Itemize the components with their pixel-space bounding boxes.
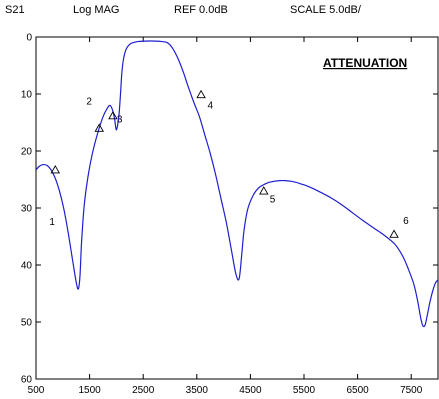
x-tick-label: 6500 bbox=[346, 385, 369, 396]
x-tick-label: 2500 bbox=[132, 385, 155, 396]
y-axis: 0 10 20 30 40 50 60 bbox=[21, 33, 438, 386]
x-tick-label: 4500 bbox=[239, 385, 262, 396]
reference-level: REF 0.0dB bbox=[174, 4, 228, 16]
marker-4-label: 4 bbox=[208, 100, 214, 111]
y-tick-label: 50 bbox=[21, 318, 33, 329]
marker-3-label: 3 bbox=[117, 115, 123, 126]
marker-3-triangle-icon bbox=[108, 110, 118, 120]
scale-per-division: SCALE 5.0dB/ bbox=[290, 4, 361, 16]
y-tick-label: 10 bbox=[21, 90, 33, 101]
plot-frame bbox=[35, 36, 439, 380]
y-tick-label: 40 bbox=[21, 261, 33, 272]
measurement-parameter: S21 bbox=[5, 4, 25, 16]
s21-trace-line bbox=[36, 40, 438, 328]
marker-5-triangle-icon bbox=[259, 186, 269, 195]
marker-6-triangle-icon bbox=[389, 229, 399, 238]
x-axis: 500 1500 2500 3500 4500 5500 6500 7500 bbox=[28, 37, 423, 396]
display-format: Log MAG bbox=[73, 4, 120, 16]
marker-1-triangle-icon bbox=[50, 165, 61, 174]
marker-6-label: 6 bbox=[403, 216, 409, 227]
x-tick-label: 7500 bbox=[400, 385, 423, 396]
y-tick-label: 20 bbox=[21, 147, 33, 158]
marker-group: 1 2 3 4 5 6 bbox=[49, 89, 409, 238]
marker-4-triangle-icon bbox=[196, 89, 206, 99]
attenuation-annotation: ATTENUATION bbox=[323, 56, 407, 70]
y-tick-label: 0 bbox=[26, 33, 32, 44]
y-tick-label: 60 bbox=[21, 375, 33, 386]
marker-1-label: 1 bbox=[49, 217, 55, 228]
x-tick-label: 1500 bbox=[78, 385, 101, 396]
x-tick-label: 5500 bbox=[293, 385, 316, 396]
x-tick-label: 3500 bbox=[186, 385, 209, 396]
y-tick-label: 30 bbox=[21, 204, 33, 215]
marker-5-label: 5 bbox=[270, 194, 276, 205]
marker-2-label: 2 bbox=[86, 96, 92, 107]
x-tick-label: 500 bbox=[28, 385, 45, 396]
marker-2-triangle-icon bbox=[94, 123, 105, 132]
